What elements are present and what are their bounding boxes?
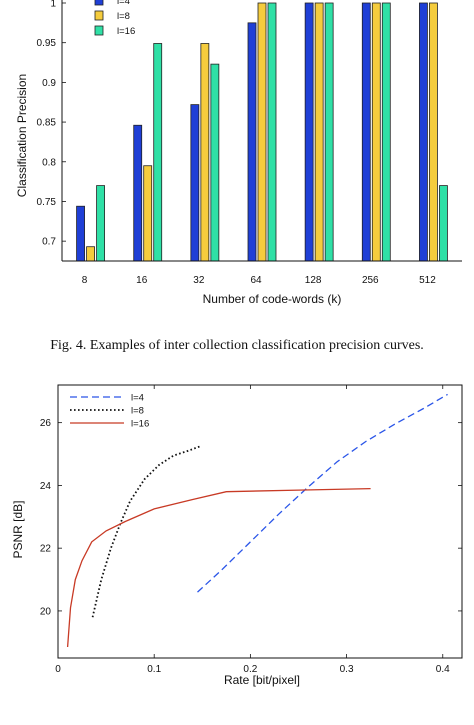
series-line xyxy=(66,487,371,648)
legend-swatch xyxy=(94,0,104,6)
x-tick-label: 0.2 xyxy=(243,664,257,675)
y-axis-label: PSNR [dB] xyxy=(11,500,25,558)
x-tick-label: 32 xyxy=(193,275,205,286)
y-tick-label: 0.75 xyxy=(37,197,57,208)
y-tick-label: 26 xyxy=(40,418,52,429)
x-tick-label: 256 xyxy=(362,275,379,286)
series-line xyxy=(197,393,448,593)
x-tick-label: 0.1 xyxy=(147,664,161,675)
y-axis-label: Classification Precision xyxy=(15,74,29,197)
x-tick-label: 8 xyxy=(82,275,88,286)
x-tick-label: 0.3 xyxy=(340,664,354,675)
legend-label: l=8 xyxy=(131,406,144,417)
x-axis-label: Rate [bit/pixel] xyxy=(224,673,300,687)
y-tick-label: 24 xyxy=(40,481,52,492)
plot-frame xyxy=(57,384,463,659)
legend-swatch xyxy=(94,25,104,36)
legend-label: l=4 xyxy=(117,0,130,7)
series-line xyxy=(91,445,201,618)
legend-label: l=8 xyxy=(117,11,130,22)
legend-label: l=4 xyxy=(131,393,144,404)
y-tick-label: 0.95 xyxy=(37,38,57,49)
legend-label: l=16 xyxy=(117,26,135,37)
x-tick-label: 128 xyxy=(305,275,322,286)
y-tick-label: 20 xyxy=(40,606,52,617)
bar-chart: 0.7 0.75 0.8 0.85 0.9 0.95 1 8 16 32 64 128 256 512 Nu… xyxy=(15,0,462,306)
y-tick-label: 0.7 xyxy=(42,237,56,248)
x-tick-label: 512 xyxy=(419,275,436,286)
x-tick-label: 0.4 xyxy=(436,664,450,675)
legend-label: l=16 xyxy=(131,419,149,430)
x-tick-label: 64 xyxy=(250,275,262,286)
y-tick-label: 0.85 xyxy=(37,118,57,129)
x-tick-label: 16 xyxy=(136,275,148,286)
y-tick-label: 22 xyxy=(40,544,52,555)
y-tick-label: 0.9 xyxy=(42,78,56,89)
legend-swatch xyxy=(94,10,104,21)
x-axis-label: Number of code-words (k) xyxy=(203,292,342,306)
y-tick-label: 1 xyxy=(50,0,56,10)
x-tick-label: 0 xyxy=(55,664,61,675)
y-tick-label: 0.8 xyxy=(42,157,56,168)
figure-caption: Fig. 4. Examples of inter collection cla… xyxy=(50,338,424,353)
